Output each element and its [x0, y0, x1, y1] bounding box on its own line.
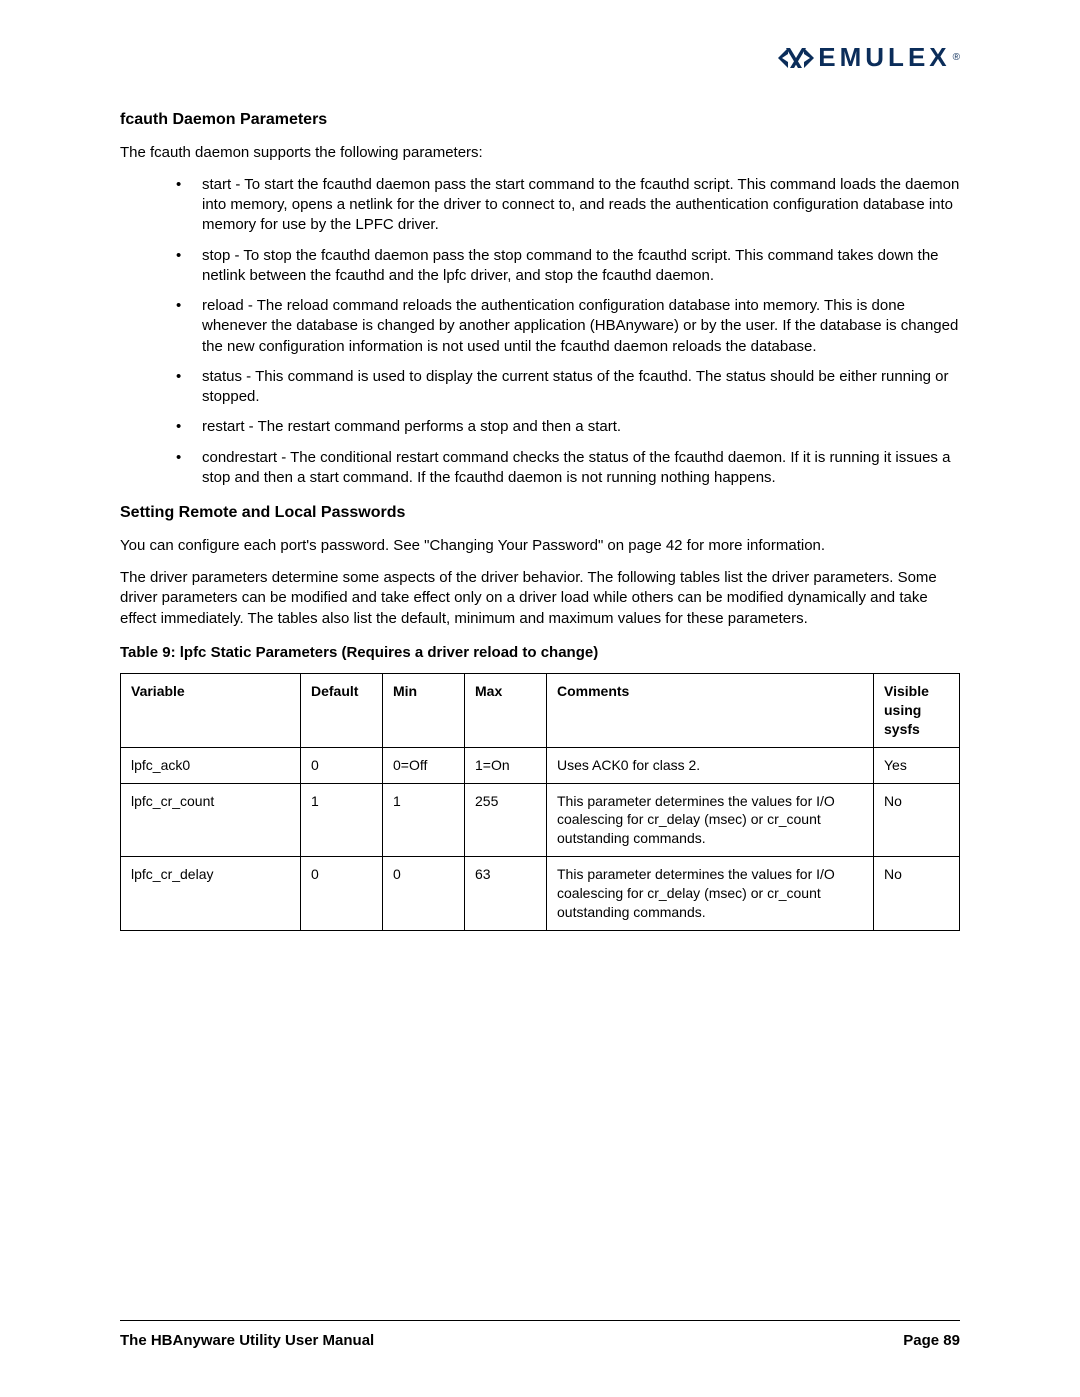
emulex-mark-icon	[778, 45, 814, 71]
section2-para1: You can configure each port's password. …	[120, 536, 960, 556]
params-table: Variable Default Min Max Comments Visibl…	[120, 673, 960, 931]
bullet-item: reload - The reload command reloads the …	[176, 296, 960, 357]
section2-heading: Setting Remote and Local Passwords	[120, 502, 960, 524]
page-footer: The HBAnyware Utility User Manual Page 8…	[120, 1320, 960, 1351]
col-comments: Comments	[547, 674, 874, 748]
brand-logo: EMULEX ®	[778, 40, 960, 75]
footer-row: The HBAnyware Utility User Manual Page 8…	[120, 1331, 960, 1351]
section1-heading: fcauth Daemon Parameters	[120, 109, 960, 131]
cell-default: 0	[301, 747, 383, 783]
col-min: Min	[383, 674, 465, 748]
cell-comments: This parameter determines the values for…	[547, 857, 874, 931]
registered-mark: ®	[953, 51, 960, 65]
bullet-item: start - To start the fcauthd daemon pass…	[176, 175, 960, 236]
table-row: lpfc_cr_count 1 1 255 This parameter det…	[121, 783, 960, 857]
cell-min: 1	[383, 783, 465, 857]
cell-max: 255	[465, 783, 547, 857]
table-row: lpfc_ack0 0 0=Off 1=On Uses ACK0 for cla…	[121, 747, 960, 783]
table-caption: Table 9: lpfc Static Parameters (Require…	[120, 643, 960, 663]
table-header-row: Variable Default Min Max Comments Visibl…	[121, 674, 960, 748]
col-visible: Visible using sysfs	[874, 674, 960, 748]
footer-left: The HBAnyware Utility User Manual	[120, 1331, 374, 1351]
cell-variable: lpfc_cr_delay	[121, 857, 301, 931]
bullet-item: status - This command is used to display…	[176, 367, 960, 408]
footer-rule	[120, 1320, 960, 1321]
page: EMULEX ® fcauth Daemon Parameters The fc…	[0, 0, 1080, 1397]
cell-visible: No	[874, 783, 960, 857]
bullet-item: condrestart - The conditional restart co…	[176, 448, 960, 489]
cell-default: 1	[301, 783, 383, 857]
cell-variable: lpfc_cr_count	[121, 783, 301, 857]
cell-default: 0	[301, 857, 383, 931]
footer-right: Page 89	[903, 1331, 960, 1351]
col-variable: Variable	[121, 674, 301, 748]
brand-name: EMULEX	[818, 40, 950, 75]
cell-comments: This parameter determines the values for…	[547, 783, 874, 857]
cell-min: 0	[383, 857, 465, 931]
bullet-item: stop - To stop the fcauthd daemon pass t…	[176, 246, 960, 287]
section1-intro: The fcauth daemon supports the following…	[120, 143, 960, 163]
cell-max: 1=On	[465, 747, 547, 783]
section2-para2: The driver parameters determine some asp…	[120, 568, 960, 629]
cell-visible: Yes	[874, 747, 960, 783]
cell-comments: Uses ACK0 for class 2.	[547, 747, 874, 783]
logo-row: EMULEX ®	[120, 40, 960, 75]
col-max: Max	[465, 674, 547, 748]
section1-bullets: start - To start the fcauthd daemon pass…	[120, 175, 960, 488]
table-row: lpfc_cr_delay 0 0 63 This parameter dete…	[121, 857, 960, 931]
cell-min: 0=Off	[383, 747, 465, 783]
cell-max: 63	[465, 857, 547, 931]
col-default: Default	[301, 674, 383, 748]
cell-variable: lpfc_ack0	[121, 747, 301, 783]
bullet-item: restart - The restart command performs a…	[176, 417, 960, 437]
cell-visible: No	[874, 857, 960, 931]
